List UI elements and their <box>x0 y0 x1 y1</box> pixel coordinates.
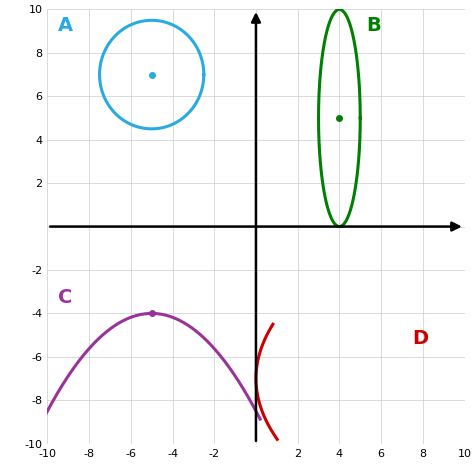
Text: D: D <box>412 329 428 348</box>
Text: A: A <box>58 16 73 35</box>
Text: C: C <box>58 287 72 306</box>
Text: B: B <box>366 16 381 35</box>
